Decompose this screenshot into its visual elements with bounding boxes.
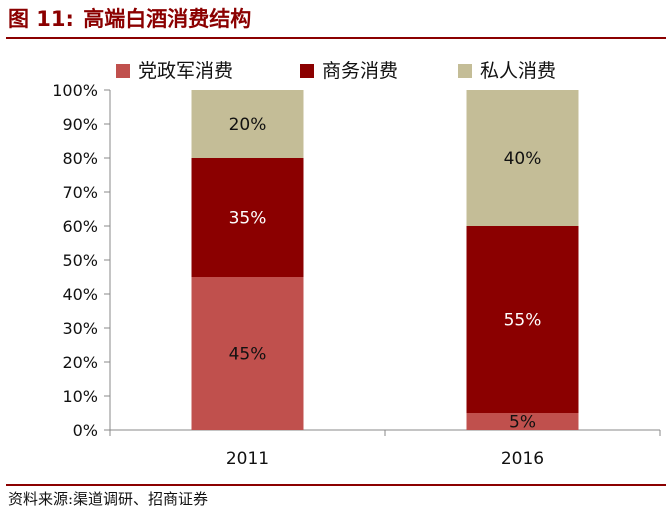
data-label: 5% — [509, 413, 536, 433]
figure-number: 图 11: — [8, 7, 74, 31]
x-tick-label: 2011 — [226, 449, 269, 469]
y-tick-label: 20% — [62, 353, 98, 372]
source-note: 资料来源:渠道调研、招商证券 — [8, 490, 209, 508]
y-tick-label: 30% — [62, 319, 98, 338]
legend-label-1: 党政军消费 — [138, 60, 233, 82]
y-tick-label: 60% — [62, 217, 98, 236]
bar-segment-2011-3 — [191, 90, 304, 158]
stacked-bar-chart: 党政军消费 商务消费 私人消费 0% 10% 20% 30% 40% 50% 60% 70% 80% 9… — [52, 60, 661, 469]
y-tick-label: 80% — [62, 149, 98, 168]
title-divider — [6, 37, 666, 39]
source-divider — [6, 484, 666, 486]
data-label: 45% — [229, 345, 267, 365]
bar-segment-2016-1 — [466, 413, 579, 430]
y-tick-label: 100% — [52, 81, 98, 100]
legend-swatch-3 — [458, 64, 472, 78]
data-label: 35% — [229, 209, 267, 229]
bar-segment-2016-2 — [466, 226, 579, 413]
data-label: 40% — [504, 149, 542, 169]
y-tick-label: 10% — [62, 387, 98, 406]
y-tick-label: 50% — [62, 251, 98, 270]
y-tick-label: 70% — [62, 183, 98, 202]
figure-title-text: 高端白酒消费结构 — [83, 7, 252, 31]
chart-container: 党政军消费 商务消费 私人消费 0% 10% 20% 30% 40% 50% 60% 70% 80% 9… — [0, 44, 671, 484]
y-tick-label: 0% — [73, 421, 98, 440]
legend-label-3: 私人消费 — [480, 60, 556, 82]
legend-label-2: 商务消费 — [322, 60, 398, 82]
legend-swatch-2 — [300, 64, 314, 78]
data-label: 55% — [504, 311, 542, 331]
bar-segment-2011-1 — [191, 277, 304, 430]
figure-title: 图 11: 高端白酒消费结构 — [8, 4, 251, 34]
y-tick-label: 90% — [62, 115, 98, 134]
bar-segment-2016-3 — [466, 90, 579, 226]
legend-swatch-1 — [116, 64, 130, 78]
bar-segment-2011-2 — [191, 158, 304, 277]
y-tick-label: 40% — [62, 285, 98, 304]
x-tick-label: 2016 — [501, 449, 544, 469]
data-label: 20% — [229, 115, 267, 135]
